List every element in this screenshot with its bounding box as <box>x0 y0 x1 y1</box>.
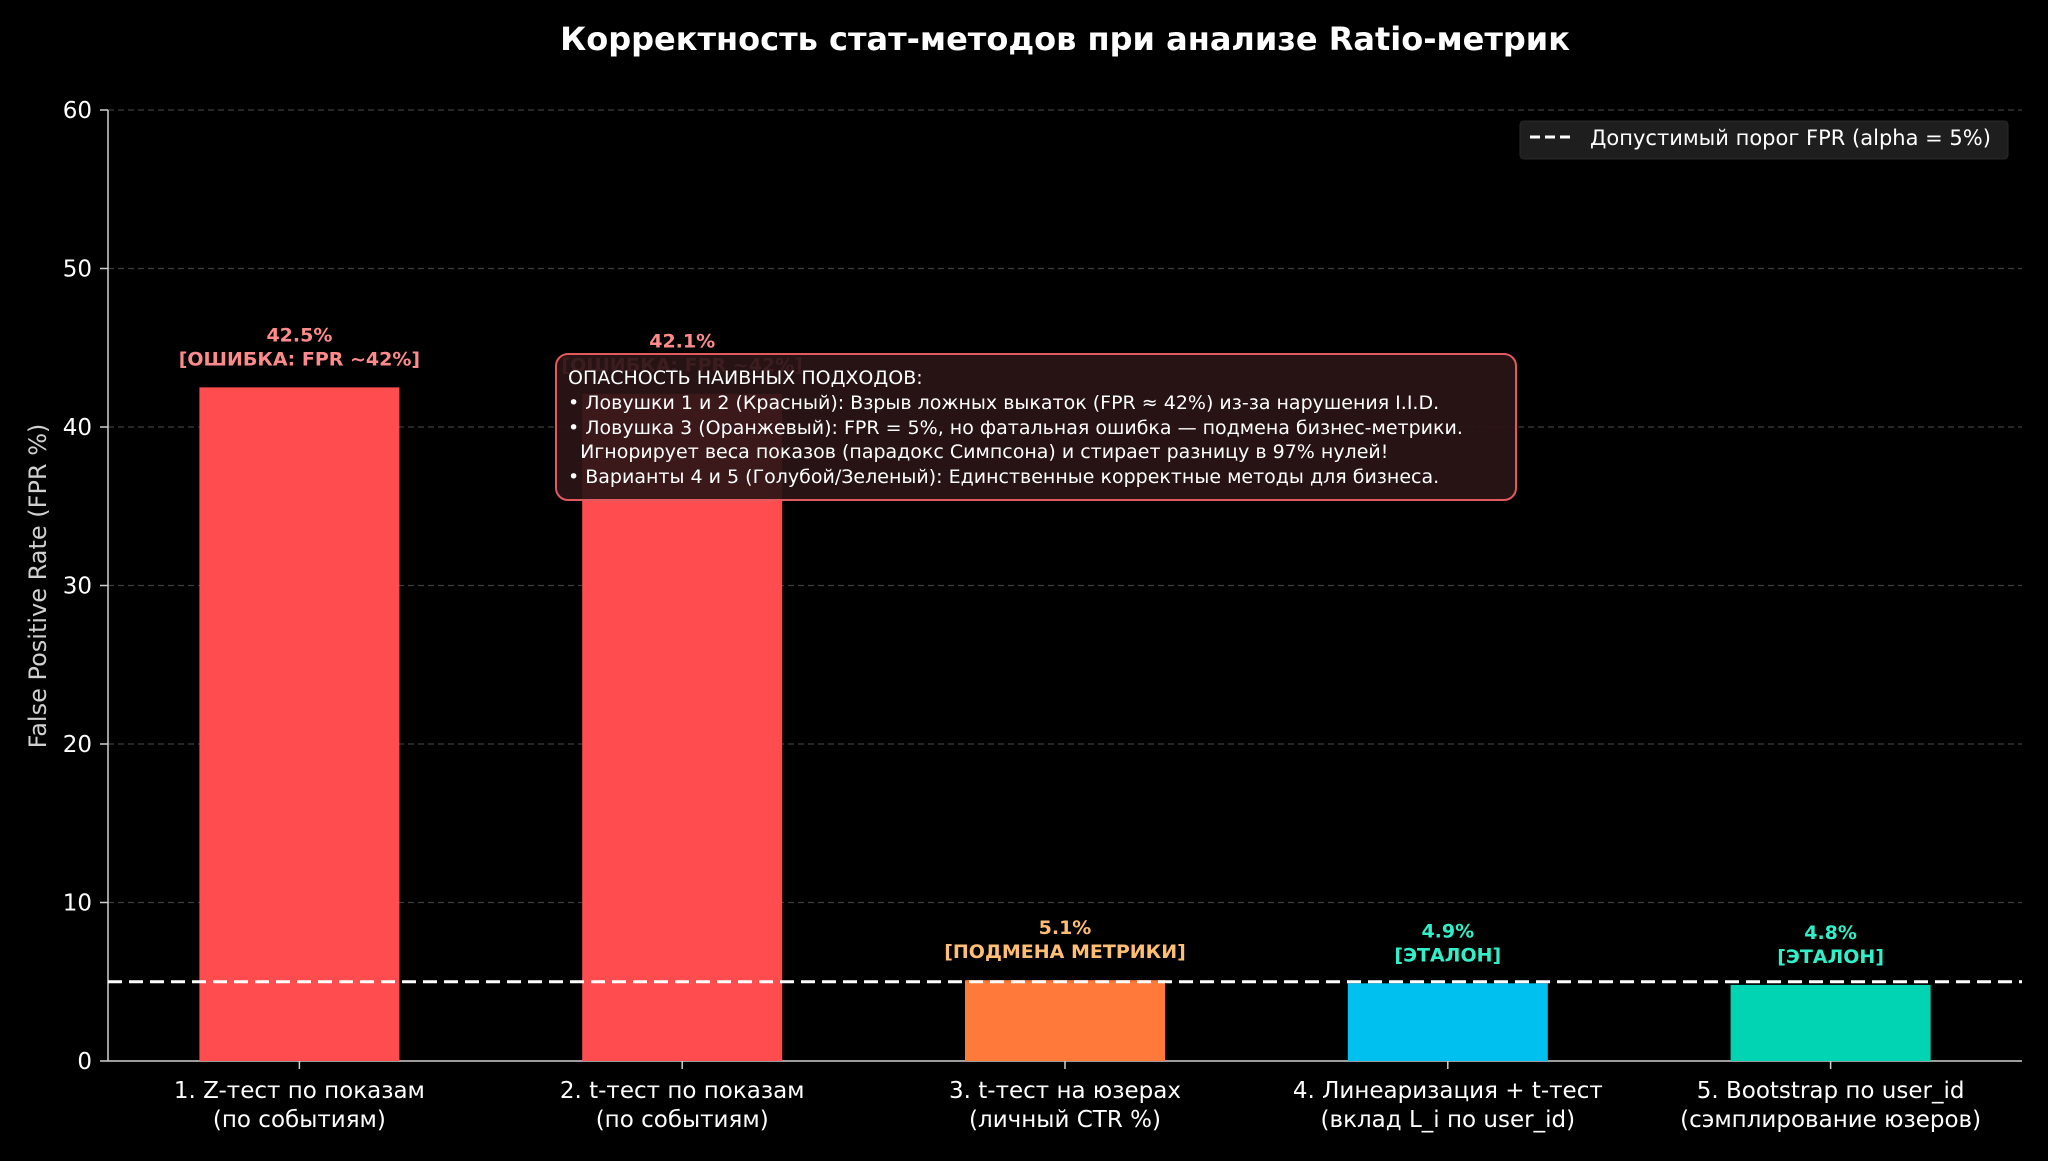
y-ticks: 0 10 20 30 40 50 60 <box>63 98 108 1075</box>
bars <box>199 387 1931 1062</box>
y-axis-label: False Positive Rate (FPR %) <box>24 424 52 749</box>
x-tick-label-line1: 2. t-тест по показам <box>560 1078 805 1104</box>
x-ticks: 1. Z-тест по показам (по событиям) 2. t-те… <box>174 1061 1981 1133</box>
legend-box <box>1519 120 2009 160</box>
bar-value-label: 42.5% <box>266 324 332 346</box>
bar <box>1347 983 1548 1061</box>
legend: Допустимый порог FPR (alpha = 5%) <box>1519 120 2009 160</box>
chart-title: Корректность стат-методов при анализе Ra… <box>560 20 1570 58</box>
y-tick-label: 60 <box>63 98 92 124</box>
bar-note-label: [ЭТАЛОН] <box>1394 944 1501 966</box>
x-tick-label-line2: (по событиям) <box>213 1107 386 1133</box>
bar-note-label: [ПОДМЕНА МЕТРИКИ] <box>944 941 1186 963</box>
bar <box>1730 984 1931 1061</box>
annotation-line-3: • Ловушка 3 (Оранжевый): FPR = 5%, но фа… <box>568 417 1463 439</box>
x-tick-label-line2: (сэмплирование юзеров) <box>1680 1107 1981 1133</box>
x-tick-label-line2: (вклад L_i по user_id) <box>1321 1107 1576 1133</box>
y-tick-label: 10 <box>63 891 92 917</box>
annotation-line-2: • Ловушки 1 и 2 (Красный): Взрыв ложных … <box>568 392 1439 414</box>
annotation-background <box>555 353 1517 501</box>
bar-note-label: [ЭТАЛОН] <box>1777 946 1884 968</box>
annotation-line-5: • Варианты 4 и 5 (Голубой/Зеленый): Един… <box>568 466 1439 488</box>
bar <box>582 393 783 1062</box>
bar <box>965 980 1165 1061</box>
bar-value-label: 42.1% <box>649 331 715 353</box>
annotation-line-4: Игнорирует веса показов (парадокс Симпсо… <box>568 441 1388 463</box>
bar-value-label: 4.8% <box>1804 922 1857 944</box>
bar-value-label: 5.1% <box>1039 917 1092 939</box>
x-tick-label-line1: 5. Bootstrap по user_id <box>1697 1078 1965 1104</box>
legend-threshold-label: Допустимый порог FPR (alpha = 5%) <box>1590 126 1991 150</box>
x-tick-label-line1: 1. Z-тест по показам <box>174 1078 425 1104</box>
grid-lines <box>108 109 2022 904</box>
x-tick-label-line1: 4. Линеаризация + t-тест <box>1293 1078 1603 1104</box>
bar-note-label: [ОШИБКА: FPR ~42%] <box>179 348 420 370</box>
x-tick-label-line1: 3. t-тест на юзерах <box>949 1078 1181 1104</box>
bar <box>199 387 400 1061</box>
y-tick-label: 0 <box>77 1049 92 1075</box>
x-tick-label-line2: (личный CTR %) <box>969 1107 1161 1133</box>
annotation-box: ОПАСНОСТЬ НАИВНЫХ ПОДХОДОВ: • Ловушки 1 … <box>555 353 1517 501</box>
annotation-line-1: ОПАСНОСТЬ НАИВНЫХ ПОДХОДОВ: <box>568 367 923 389</box>
y-tick-label: 50 <box>63 257 92 283</box>
y-tick-label: 30 <box>63 574 92 600</box>
y-tick-label: 40 <box>63 415 92 441</box>
bar-value-label: 4.9% <box>1421 920 1474 942</box>
y-tick-label: 20 <box>63 732 92 758</box>
x-tick-label-line2: (по событиям) <box>596 1107 769 1133</box>
